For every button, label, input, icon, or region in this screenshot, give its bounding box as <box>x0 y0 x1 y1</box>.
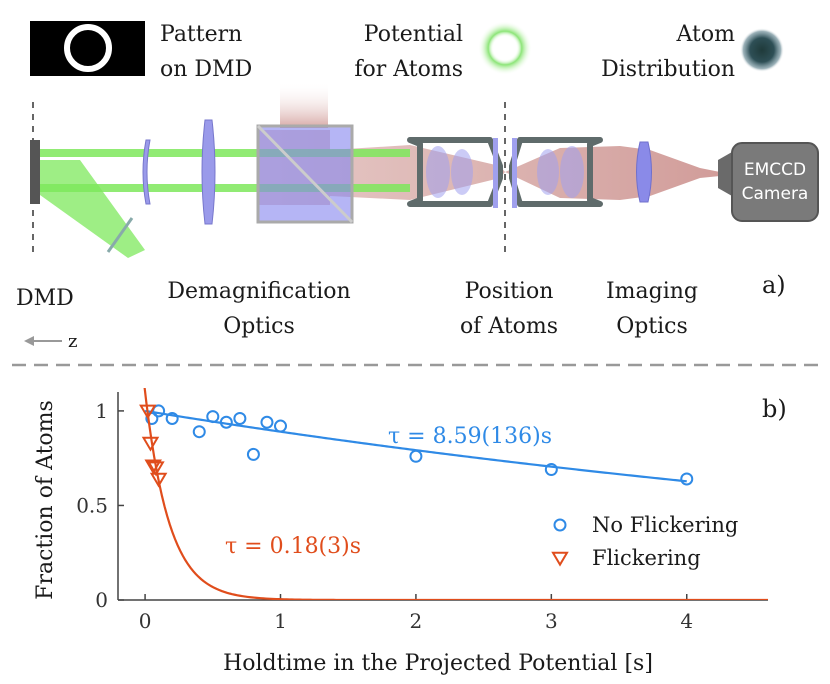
vacuum-window-left <box>493 138 498 208</box>
z-axis-label: z <box>68 331 77 352</box>
data-point <box>147 461 165 477</box>
camera-body <box>731 142 819 222</box>
z-axis-arrow: z <box>24 331 77 352</box>
objective-left-lens-a <box>426 146 450 198</box>
dmd-pattern-legend: Pattern on DMD <box>30 21 252 82</box>
green-beam-lower <box>40 184 410 192</box>
position-label-line1: Position <box>465 279 554 304</box>
dmd-label: DMD <box>16 286 74 311</box>
potential-legend: Potential for Atoms <box>354 21 532 82</box>
objective-left-lens-b <box>451 149 473 195</box>
fit-annotation-no-flicker: τ = 8.59(136)s <box>388 424 552 449</box>
data-point <box>141 436 160 452</box>
data-point <box>144 459 162 475</box>
legend: No Flickering Flickering <box>551 513 738 570</box>
atom-distribution-image <box>740 28 784 72</box>
potential-label-line2: for Atoms <box>354 57 463 82</box>
series-0 <box>144 404 694 486</box>
demag-lens-1 <box>142 139 151 205</box>
legend-marker-flicker <box>551 551 569 567</box>
data-point <box>274 419 287 433</box>
green-beam-reflected <box>40 160 145 258</box>
potential-ring-image <box>478 21 532 75</box>
vacuum-window-right <box>512 138 517 208</box>
emccd-camera: EMCCD Camera <box>718 142 819 222</box>
y-tick-label: 0 <box>95 588 108 612</box>
data-point <box>246 447 260 461</box>
z-arrow-head <box>24 336 34 346</box>
x-tick-label: 4 <box>680 609 693 633</box>
x-tick-label: 0 <box>139 609 152 633</box>
data-point <box>409 449 423 463</box>
data-point <box>233 411 247 425</box>
fit-curve <box>143 388 768 600</box>
data-point <box>145 411 159 425</box>
y-tick-label: 0.5 <box>76 493 108 517</box>
y-axis-label: Fraction of Atoms <box>33 400 58 600</box>
dmd-pattern-ring <box>64 24 112 72</box>
imaging-label-line1: Imaging <box>606 279 698 304</box>
camera-nose <box>718 152 732 196</box>
atom-label-line1: Atom <box>676 22 736 47</box>
camera-label-line1: EMCCD <box>744 160 806 180</box>
data-point <box>192 425 206 439</box>
panel-a: Pattern on DMD Potential for Atoms Atom … <box>16 21 819 352</box>
demag-label-line1: Demagnification <box>167 279 350 304</box>
pattern-label-line2: on DMD <box>160 57 252 82</box>
data-point <box>544 463 558 477</box>
data-point <box>680 472 694 486</box>
beam-splitter-diagonal <box>256 124 354 224</box>
imaging-label-line2: Optics <box>616 314 688 339</box>
imaging-lens <box>636 141 652 203</box>
demag-lens-2 <box>201 119 216 225</box>
data-point <box>260 415 274 429</box>
pattern-label-line1: Pattern <box>160 22 242 47</box>
data-point <box>165 411 179 425</box>
dmd-chip <box>30 140 40 204</box>
x-tick-label: 1 <box>274 609 287 633</box>
data-point <box>206 410 220 424</box>
y-tick-label: 1 <box>95 399 108 423</box>
beam-block <box>106 217 134 253</box>
data-point <box>149 472 168 488</box>
x-tick-label: 3 <box>545 609 558 633</box>
optical-setup: EMCCD Camera <box>30 82 819 258</box>
x-axis-label: Holdtime in the Projected Potential [s] <box>223 651 653 676</box>
chart-panel-b: b) Fraction of Atoms Holdtime in the Pro… <box>33 388 787 676</box>
camera-label-line2: Camera <box>742 184 809 204</box>
objective-right-lens-a <box>537 149 559 195</box>
x-tick-label: 2 <box>410 609 423 633</box>
atom-distribution-legend: Atom Distribution <box>601 22 784 82</box>
fit-annotation-flicker: τ = 0.18(3)s <box>225 534 361 559</box>
data-point <box>219 415 233 429</box>
legend-marker-no-flicker <box>553 518 567 532</box>
data-point <box>152 404 166 418</box>
legend-label-no-flicker: No Flickering <box>592 513 738 537</box>
green-beam-upper <box>40 149 410 157</box>
position-label-line2: of Atoms <box>460 314 558 339</box>
series-1 <box>139 388 768 600</box>
panel-a-label: a) <box>762 271 786 299</box>
plot-area: 0 1 2 3 4 0 0.5 1 τ = 8.59(136)s τ = 0.18(3)s No F… <box>76 388 768 633</box>
data-point <box>139 404 157 420</box>
legend-label-flicker: Flickering <box>592 546 701 570</box>
panel-b-label: b) <box>762 395 787 423</box>
demag-label-line2: Optics <box>223 314 295 339</box>
atom-label-line2: Distribution <box>601 57 735 82</box>
objective-right <box>509 137 603 207</box>
potential-label-line1: Potential <box>364 22 463 47</box>
imaging-beam-vertical <box>280 82 328 128</box>
objective-right-lens-b <box>560 146 584 198</box>
